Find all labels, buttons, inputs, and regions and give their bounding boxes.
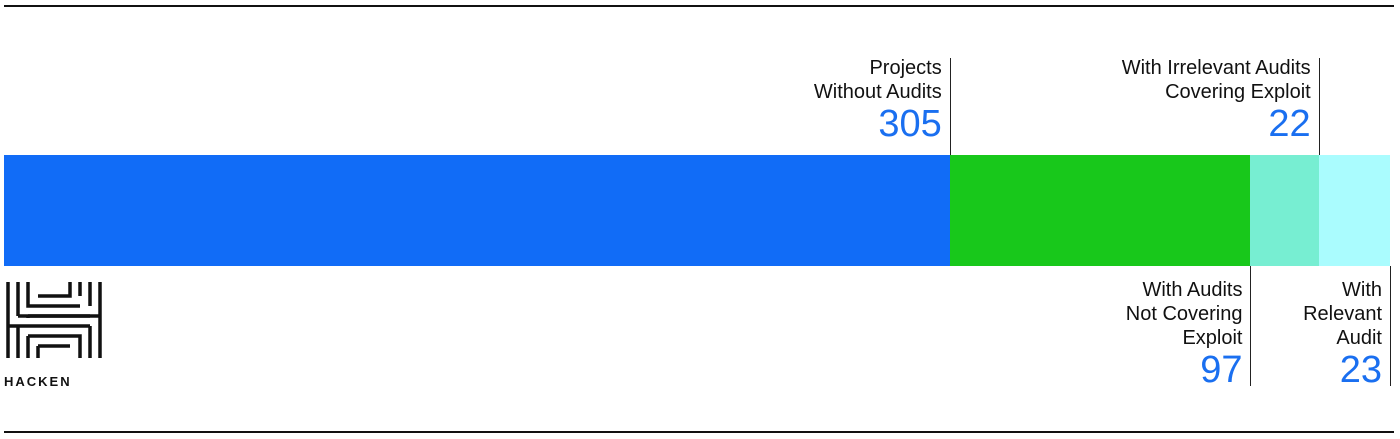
segment-value: 22 (1268, 103, 1311, 145)
label-line: Relevant (1303, 303, 1382, 325)
label-leader-line (1390, 266, 1391, 386)
segment-label: With Audits Not Covering Exploit 97 (1126, 278, 1243, 390)
label-leader-line (1318, 58, 1320, 155)
label-leader-line (949, 58, 951, 155)
label-line: Without Audits (813, 81, 942, 103)
segment-value: 305 (878, 103, 942, 145)
bar-segment-1 (4, 155, 950, 266)
label-line: With (1342, 279, 1382, 301)
hacken-logo-icon (6, 282, 102, 358)
segment-label: Projects Without Audits 305 (814, 56, 942, 144)
label-line: Audit (1336, 327, 1382, 349)
bar-segment-3 (1250, 155, 1319, 266)
bottom-rule (4, 431, 1394, 433)
bar-segment-4 (1318, 155, 1390, 266)
top-rule (4, 5, 1394, 7)
label-line: Projects (869, 57, 942, 79)
label-line: With Audits (1142, 279, 1243, 301)
stacked-bar (4, 155, 1390, 266)
label-line: With Irrelevant Audits (1121, 57, 1311, 79)
segment-label: With Relevant Audit 23 (1303, 278, 1382, 390)
label-line: Covering Exploit (1165, 81, 1311, 103)
segment-value: 97 (1200, 349, 1243, 391)
label-line: Not Covering (1125, 303, 1243, 325)
brand-name: HACKEN (4, 374, 72, 389)
bar-segment-2 (949, 155, 1251, 266)
label-line: Exploit (1182, 327, 1243, 349)
segment-label: With Irrelevant Audits Covering Exploit 22 (1122, 56, 1311, 144)
label-leader-line (1250, 266, 1252, 386)
segment-value: 23 (1339, 349, 1382, 391)
